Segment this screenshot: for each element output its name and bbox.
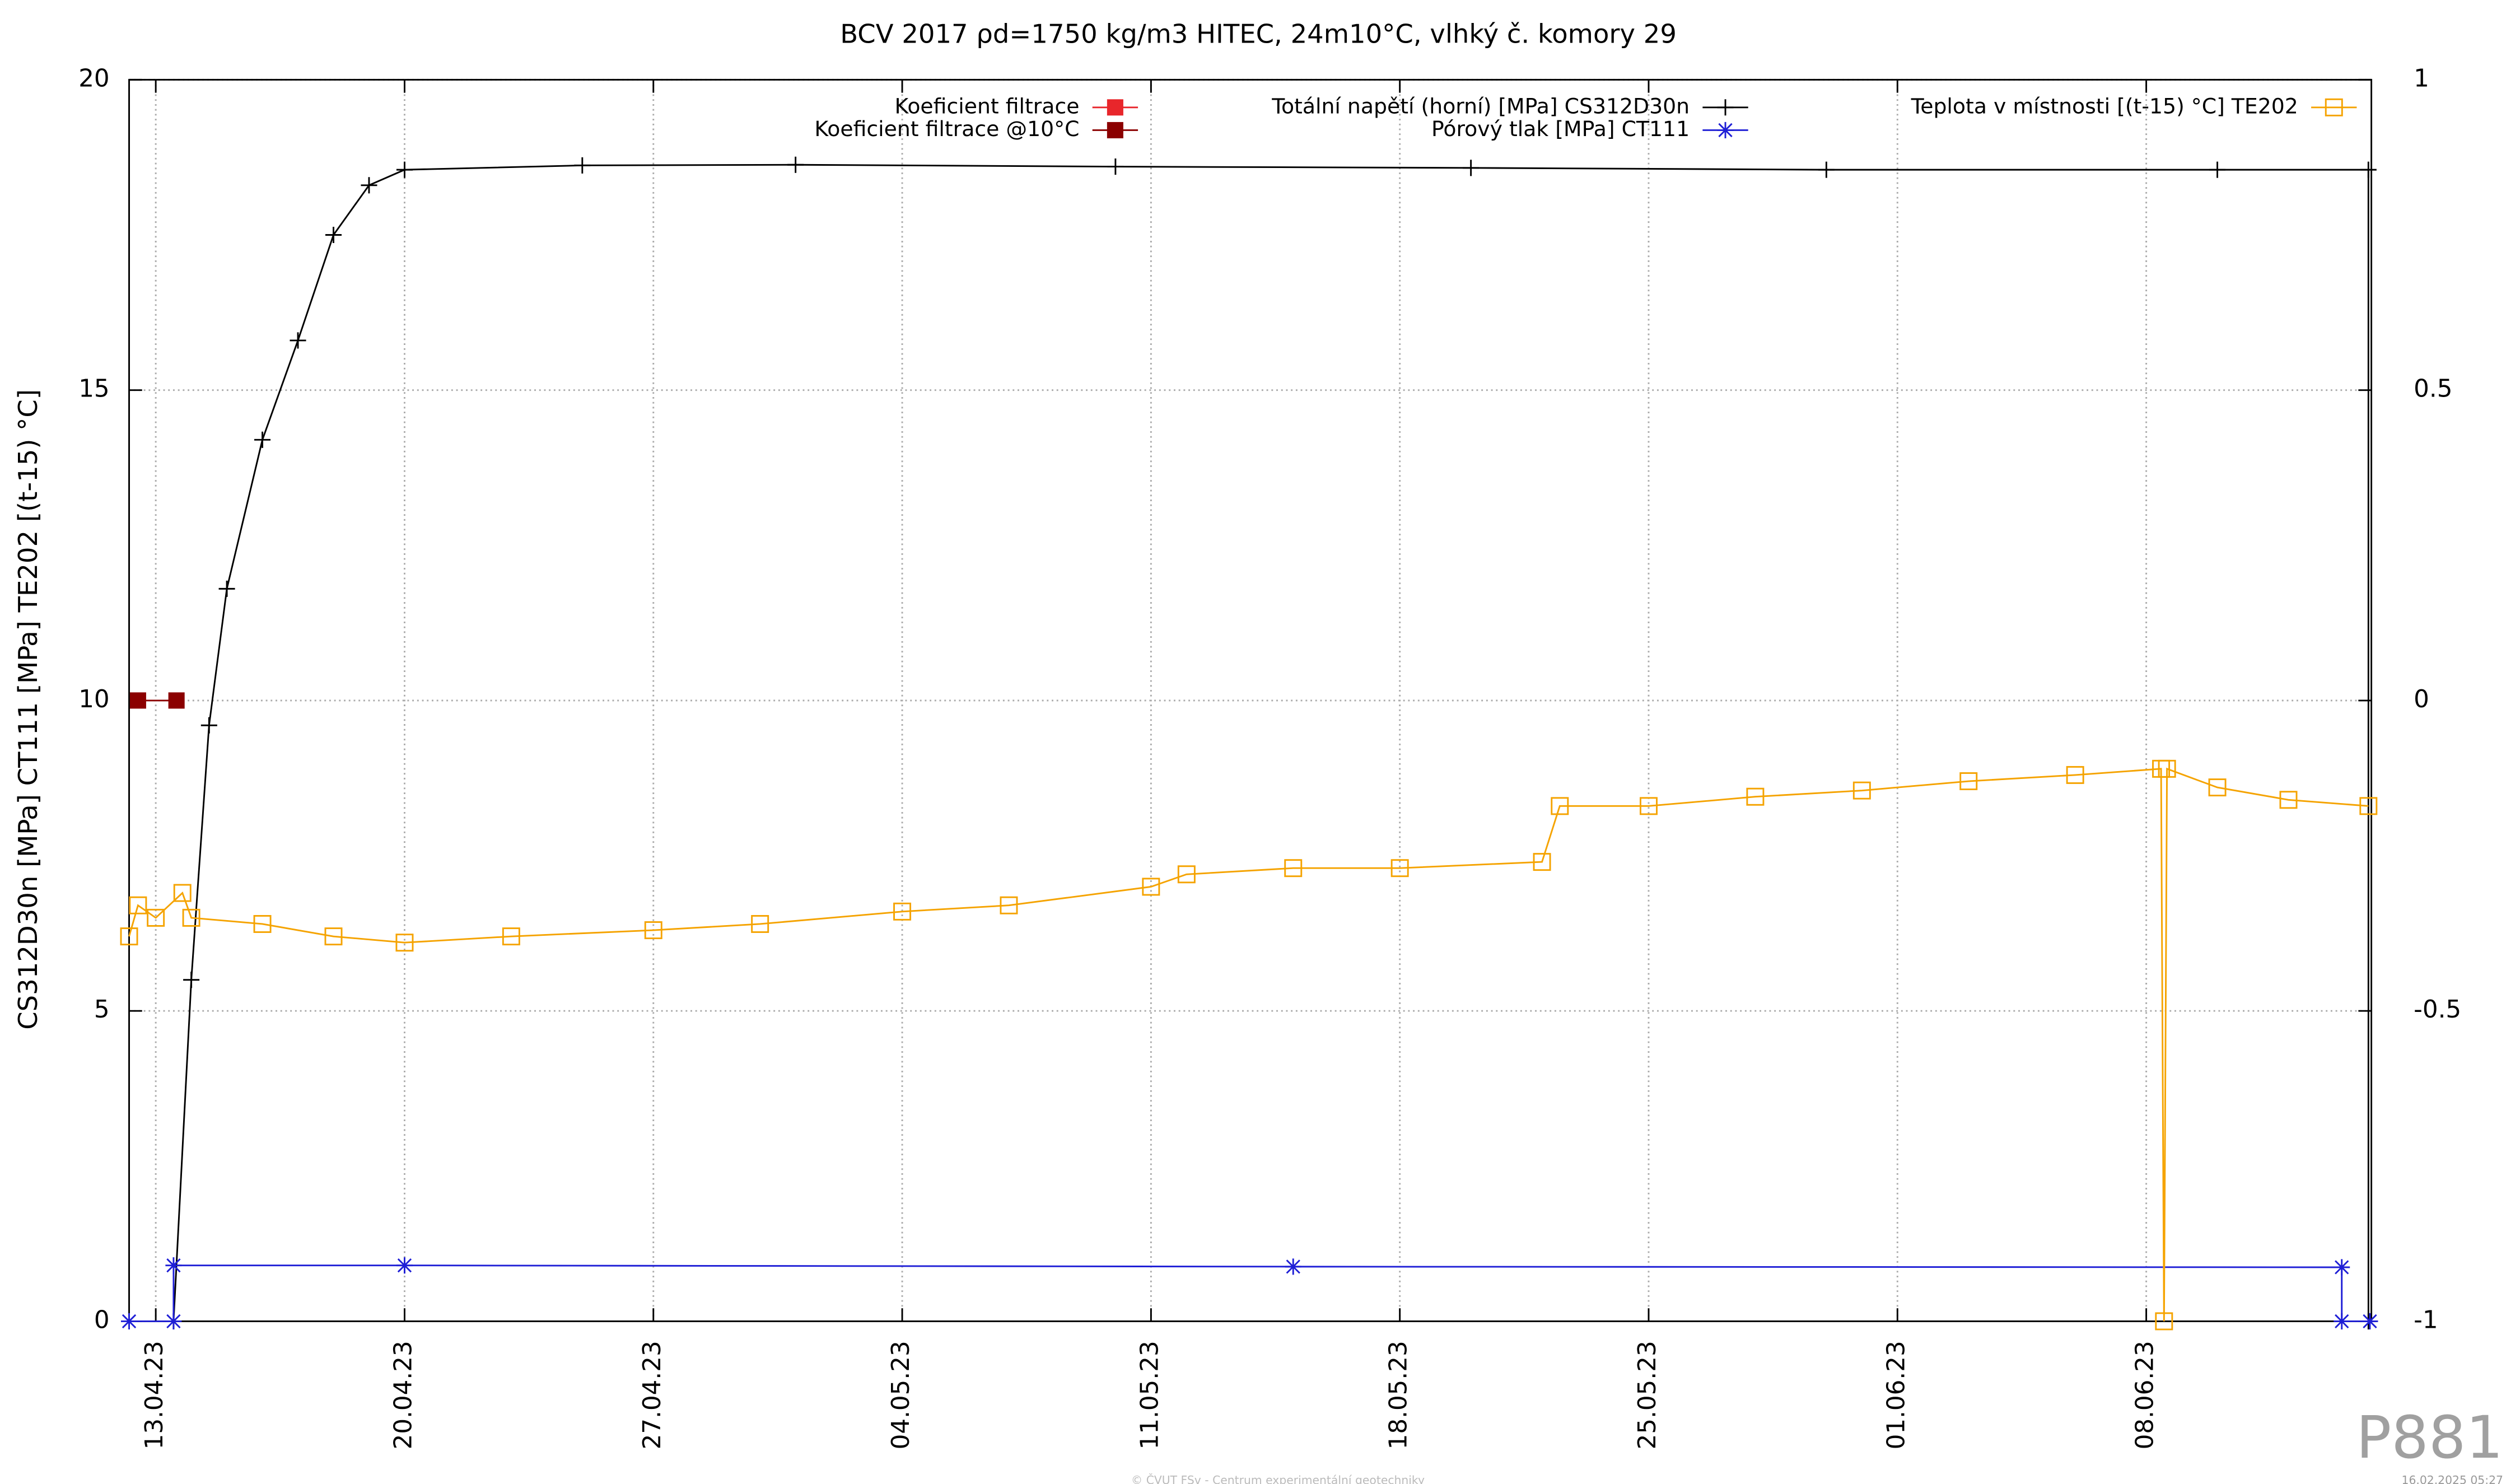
marker — [1463, 160, 1480, 176]
marker — [183, 972, 200, 988]
legend-label: Koeficient filtrace @10°C — [814, 116, 1079, 141]
marker — [2325, 98, 2343, 116]
marker — [182, 908, 200, 927]
legend-label: Koeficient filtrace — [894, 94, 1079, 118]
y2-tick-label: -0.5 — [2414, 996, 2461, 1024]
marker — [1746, 787, 1765, 806]
marker — [168, 692, 185, 709]
marker — [1852, 781, 1871, 800]
marker — [1107, 99, 1123, 116]
y-tick-label: 20 — [78, 64, 109, 92]
chart-title: BCV 2017 ρd=1750 kg/m3 HITEC, 24m10°C, v… — [840, 18, 1677, 49]
marker — [395, 934, 414, 952]
x-tick-label: 27.04.23 — [638, 1341, 666, 1449]
marker — [1285, 1258, 1301, 1275]
series-line — [129, 1264, 2370, 1322]
y2-tick-label: 1 — [2414, 64, 2429, 92]
legend-entry: Totální napětí (horní) [MPa] CS312D30n — [1271, 94, 1748, 118]
marker — [147, 908, 165, 927]
y-tick-label: 0 — [94, 1306, 110, 1334]
marker — [173, 884, 192, 902]
marker — [121, 1313, 138, 1329]
marker — [2279, 791, 2298, 809]
marker — [2360, 161, 2377, 178]
y2-tick-label: -1 — [2414, 1306, 2438, 1334]
x-tick-label: 20.04.23 — [389, 1341, 417, 1449]
marker — [893, 902, 912, 921]
marker — [361, 177, 377, 194]
marker — [129, 896, 147, 914]
marker — [1284, 859, 1303, 878]
marker — [1818, 161, 1835, 178]
marker — [324, 927, 343, 946]
marker — [253, 914, 272, 933]
marker — [254, 431, 271, 448]
marker — [325, 226, 342, 244]
y2-tick-label: 0 — [2414, 685, 2429, 713]
marker — [218, 580, 235, 597]
y-axis-label: CS312D30n [MPa] CT111 [MPa] TE202 [(t-15… — [13, 389, 43, 1030]
marker — [787, 156, 804, 173]
y-tick-label: 10 — [78, 685, 109, 713]
marker — [200, 717, 217, 734]
marker — [1107, 158, 1124, 175]
footer: © ČVUT FSv - Centrum experimentální geot… — [1131, 1473, 1425, 1484]
marker — [165, 1257, 182, 1274]
marker — [2334, 1259, 2350, 1276]
legend-entry: Koeficient filtrace — [894, 94, 1138, 118]
marker — [1640, 797, 1658, 815]
x-tick-label: 25.05.23 — [1634, 1341, 1662, 1449]
marker — [120, 927, 138, 946]
marker — [1142, 878, 1160, 896]
marker — [574, 157, 591, 174]
marker — [396, 161, 413, 178]
plot-frame — [128, 78, 2373, 1322]
marker — [1107, 122, 1123, 138]
marker — [2158, 759, 2176, 778]
marker — [1717, 99, 1734, 116]
y2-tick-label: 0.5 — [2414, 375, 2452, 403]
marker — [129, 692, 146, 709]
marker — [1533, 853, 1551, 871]
legend-label: Pórový tlak [MPa] CT111 — [1431, 116, 1690, 141]
marker — [1959, 772, 1978, 790]
marker — [165, 1313, 182, 1329]
marker — [2155, 1312, 2173, 1331]
marker — [502, 927, 520, 946]
legend-label: Totální napětí (horní) [MPa] CS312D30n — [1271, 94, 1690, 118]
legend-entry: Pórový tlak [MPa] CT111 — [1431, 116, 1748, 141]
marker — [2066, 766, 2084, 784]
watermark: P881 — [2356, 1403, 2503, 1472]
x-tick-label: 18.05.23 — [1385, 1341, 1413, 1449]
marker — [1717, 122, 1734, 138]
marker — [1000, 896, 1018, 914]
marker — [2362, 1313, 2378, 1329]
timestamp: 16.02.2025 05:27 — [2402, 1473, 2503, 1484]
series-line — [128, 767, 2369, 1322]
marker — [2359, 797, 2378, 815]
x-tick-label: 11.05.23 — [1136, 1341, 1164, 1449]
marker — [1177, 865, 1196, 884]
marker — [2209, 161, 2226, 178]
legend-entry: Koeficient filtrace @10°C — [814, 116, 1138, 141]
x-tick-label: 04.05.23 — [887, 1341, 915, 1449]
marker — [2208, 778, 2227, 797]
marker — [1390, 859, 1409, 878]
x-tick-label: 08.06.23 — [2131, 1341, 2159, 1449]
legend-label: Teplota v místnosti [(t-15) °C] TE202 — [1911, 94, 2298, 118]
marker — [751, 914, 769, 933]
x-tick-label: 01.06.23 — [1882, 1341, 1910, 1449]
y-tick-label: 15 — [78, 375, 109, 403]
marker — [396, 1257, 413, 1274]
x-tick-label: 13.04.23 — [141, 1341, 169, 1449]
y-tick-label: 5 — [94, 996, 110, 1024]
legend-entry: Teplota v místnosti [(t-15) °C] TE202 — [1911, 94, 2357, 118]
marker — [644, 921, 662, 940]
marker — [2334, 1313, 2350, 1329]
marker — [290, 332, 306, 349]
marker — [1551, 797, 1569, 815]
